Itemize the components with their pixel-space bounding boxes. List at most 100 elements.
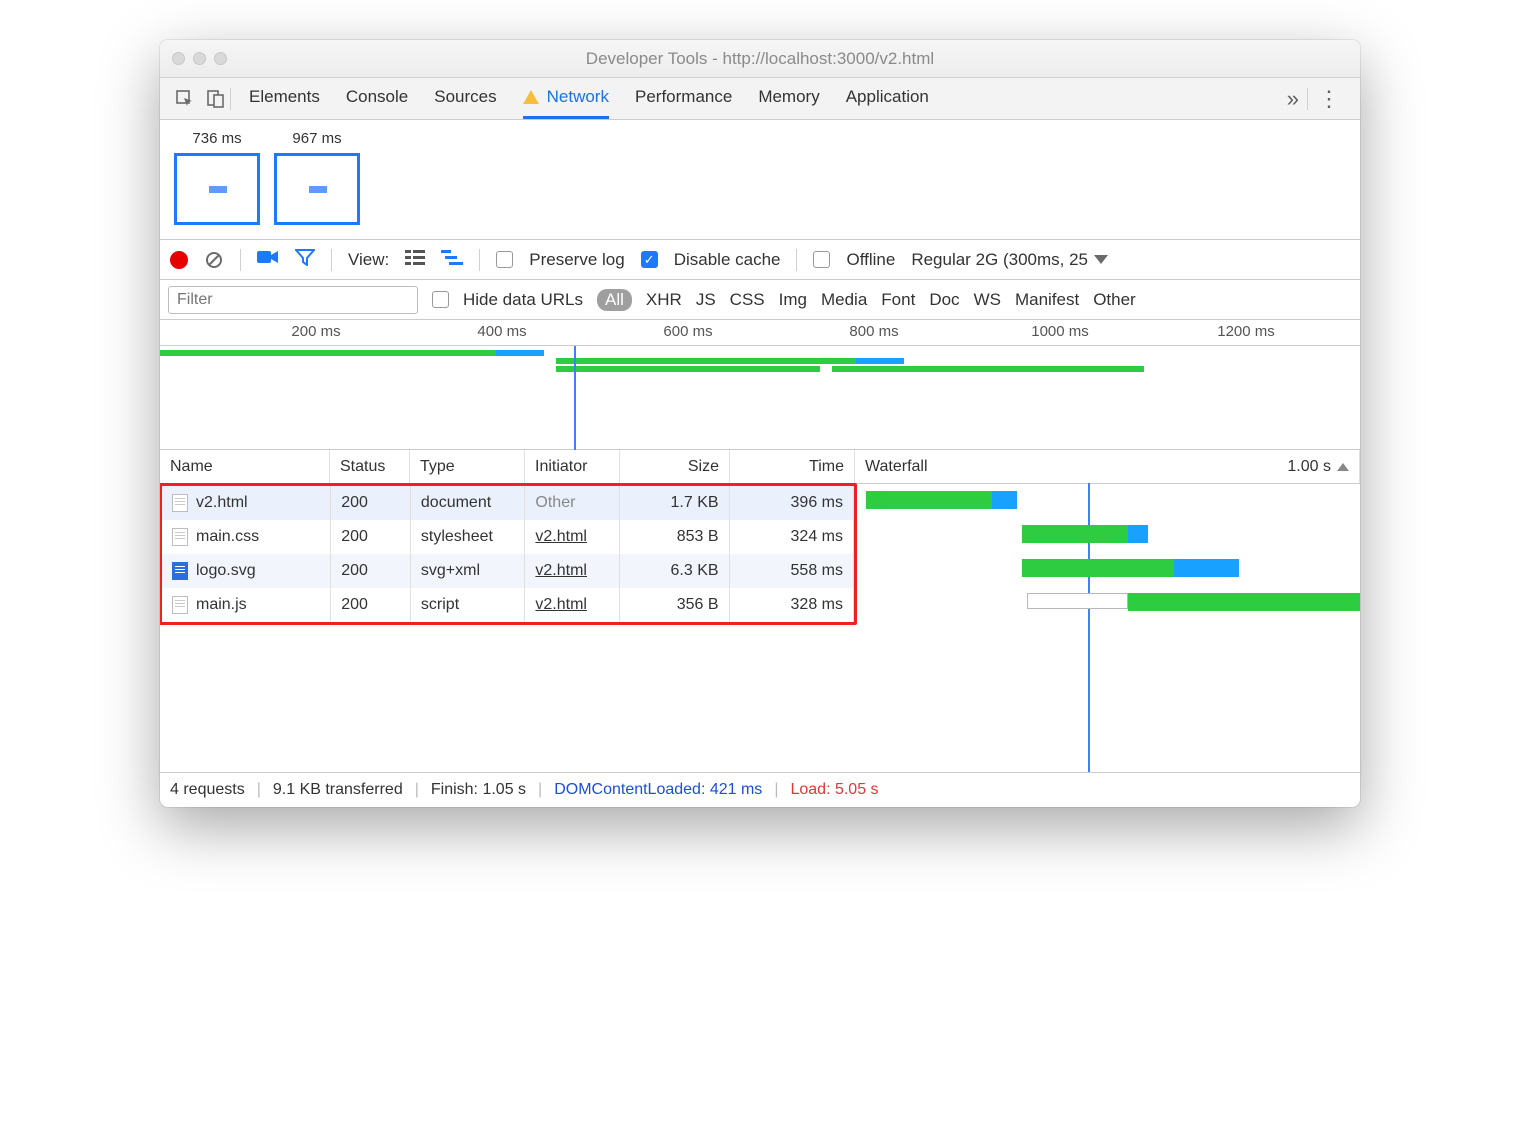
image-file-icon bbox=[172, 562, 188, 580]
overview-bar bbox=[556, 366, 820, 372]
request-name: logo.svg bbox=[196, 562, 256, 580]
overview-bar bbox=[160, 350, 496, 356]
table-row[interactable]: main.css200stylesheetv2.html853 B324 ms bbox=[162, 520, 854, 554]
view-waterfall-icon[interactable] bbox=[441, 249, 463, 270]
filter-bar: Hide data URLs All XHR JS CSS Img Media Font Do… bbox=[160, 280, 1360, 320]
waterfall-segment bbox=[866, 491, 992, 509]
overview-bar bbox=[556, 358, 868, 364]
filter-chip-xhr[interactable]: XHR bbox=[646, 290, 682, 310]
col-initiator[interactable]: Initiator bbox=[525, 450, 620, 483]
filter-chip-all[interactable]: All bbox=[597, 289, 632, 311]
request-status: 200 bbox=[331, 520, 411, 554]
request-type: svg+xml bbox=[411, 554, 526, 588]
tab-network[interactable]: Network bbox=[523, 78, 609, 119]
filter-chip-img[interactable]: Img bbox=[779, 290, 807, 310]
view-label: View: bbox=[348, 250, 389, 270]
window-title: Developer Tools - http://localhost:3000/… bbox=[160, 49, 1360, 69]
request-time: 558 ms bbox=[730, 554, 854, 588]
disable-cache-checkbox[interactable]: ✓ bbox=[641, 251, 658, 268]
request-initiator[interactable]: v2.html bbox=[535, 562, 587, 580]
filter-chip-css[interactable]: CSS bbox=[730, 290, 765, 310]
waterfall-segment bbox=[1128, 525, 1148, 543]
waterfall-zone bbox=[856, 483, 1360, 772]
table-row[interactable]: v2.html200documentOther1.7 KB396 ms bbox=[162, 486, 854, 520]
tab-application[interactable]: Application bbox=[846, 78, 929, 119]
record-button[interactable] bbox=[170, 251, 188, 269]
col-size[interactable]: Size bbox=[620, 450, 730, 483]
col-time[interactable]: Time bbox=[730, 450, 855, 483]
filmstrip-frame[interactable]: 967 ms bbox=[274, 130, 360, 225]
filter-input[interactable] bbox=[168, 286, 418, 314]
document-file-icon bbox=[172, 494, 188, 512]
table-row[interactable]: logo.svg200svg+xmlv2.html6.3 KB558 ms bbox=[162, 554, 854, 588]
offline-checkbox[interactable] bbox=[813, 251, 830, 268]
request-status: 200 bbox=[331, 588, 411, 622]
request-initiator[interactable]: v2.html bbox=[535, 528, 587, 546]
waterfall-segment bbox=[1174, 559, 1240, 577]
overview-bar bbox=[496, 350, 544, 356]
close-dot[interactable] bbox=[172, 52, 185, 65]
status-finish: Finish: 1.05 s bbox=[431, 781, 526, 799]
tabs-overflow-button[interactable]: » bbox=[1279, 86, 1307, 112]
more-menu-button[interactable]: ⋮ bbox=[1308, 86, 1350, 112]
timeline-overview[interactable]: 200 ms400 ms600 ms800 ms1000 ms1200 ms bbox=[160, 320, 1360, 450]
table-row[interactable]: main.js200scriptv2.html356 B328 ms bbox=[162, 588, 854, 622]
zoom-dot[interactable] bbox=[214, 52, 227, 65]
frame-thumb bbox=[274, 153, 360, 225]
filter-chip-js[interactable]: JS bbox=[696, 290, 716, 310]
tab-elements[interactable]: Elements bbox=[249, 78, 320, 119]
request-name: main.js bbox=[196, 596, 247, 614]
status-load: Load: 5.05 s bbox=[790, 781, 878, 799]
traffic-lights bbox=[172, 52, 227, 65]
waterfall-segment bbox=[1022, 525, 1128, 543]
chevron-down-icon bbox=[1094, 255, 1108, 264]
clear-button[interactable] bbox=[204, 250, 224, 270]
tab-console[interactable]: Console bbox=[346, 78, 408, 119]
hide-data-urls-checkbox[interactable] bbox=[432, 291, 449, 308]
request-size: 1.7 KB bbox=[620, 486, 730, 520]
preserve-log-label: Preserve log bbox=[529, 250, 624, 270]
device-toggle-icon[interactable] bbox=[200, 84, 230, 114]
divider bbox=[240, 249, 241, 271]
request-type: document bbox=[411, 486, 526, 520]
request-initiator[interactable]: v2.html bbox=[535, 596, 587, 614]
document-file-icon bbox=[172, 596, 188, 614]
frame-time: 736 ms bbox=[192, 130, 241, 147]
request-time: 328 ms bbox=[730, 588, 854, 622]
col-type[interactable]: Type bbox=[410, 450, 525, 483]
tab-memory[interactable]: Memory bbox=[758, 78, 819, 119]
filter-chip-doc[interactable]: Doc bbox=[929, 290, 959, 310]
throttle-select[interactable]: Regular 2G (300ms, 25 bbox=[911, 250, 1108, 270]
tab-performance[interactable]: Performance bbox=[635, 78, 732, 119]
col-status[interactable]: Status bbox=[330, 450, 410, 483]
filter-chip-font[interactable]: Font bbox=[881, 290, 915, 310]
status-transferred: 9.1 KB transferred bbox=[273, 781, 403, 799]
minimize-dot[interactable] bbox=[193, 52, 206, 65]
filter-toggle-icon[interactable] bbox=[295, 248, 315, 271]
hide-data-urls-label: Hide data URLs bbox=[463, 290, 583, 310]
preserve-log-checkbox[interactable] bbox=[496, 251, 513, 268]
request-rows-highlight: v2.html200documentOther1.7 KB396 msmain.… bbox=[160, 483, 857, 625]
request-size: 6.3 KB bbox=[620, 554, 730, 588]
divider bbox=[796, 249, 797, 271]
filmstrip-frame[interactable]: 736 ms bbox=[174, 130, 260, 225]
ruler-tick: 600 ms bbox=[663, 323, 712, 340]
overview-bar bbox=[832, 366, 1144, 372]
request-name: main.css bbox=[196, 528, 259, 546]
request-status: 200 bbox=[331, 486, 411, 520]
tab-sources[interactable]: Sources bbox=[434, 78, 496, 119]
dcl-line bbox=[574, 346, 576, 450]
view-large-icon[interactable] bbox=[405, 249, 425, 270]
col-name[interactable]: Name bbox=[160, 450, 330, 483]
filter-chip-media[interactable]: Media bbox=[821, 290, 867, 310]
col-waterfall[interactable]: Waterfall 1.00 s bbox=[855, 450, 1360, 483]
filter-chip-manifest[interactable]: Manifest bbox=[1015, 290, 1079, 310]
filter-chip-ws[interactable]: WS bbox=[974, 290, 1001, 310]
waterfall-queued bbox=[1027, 593, 1128, 609]
request-initiator: Other bbox=[535, 494, 575, 512]
request-type: stylesheet bbox=[411, 520, 526, 554]
filmstrip: 736 ms 967 ms bbox=[160, 120, 1360, 240]
filter-chip-other[interactable]: Other bbox=[1093, 290, 1136, 310]
inspect-icon[interactable] bbox=[170, 84, 200, 114]
camera-icon[interactable] bbox=[257, 249, 279, 270]
